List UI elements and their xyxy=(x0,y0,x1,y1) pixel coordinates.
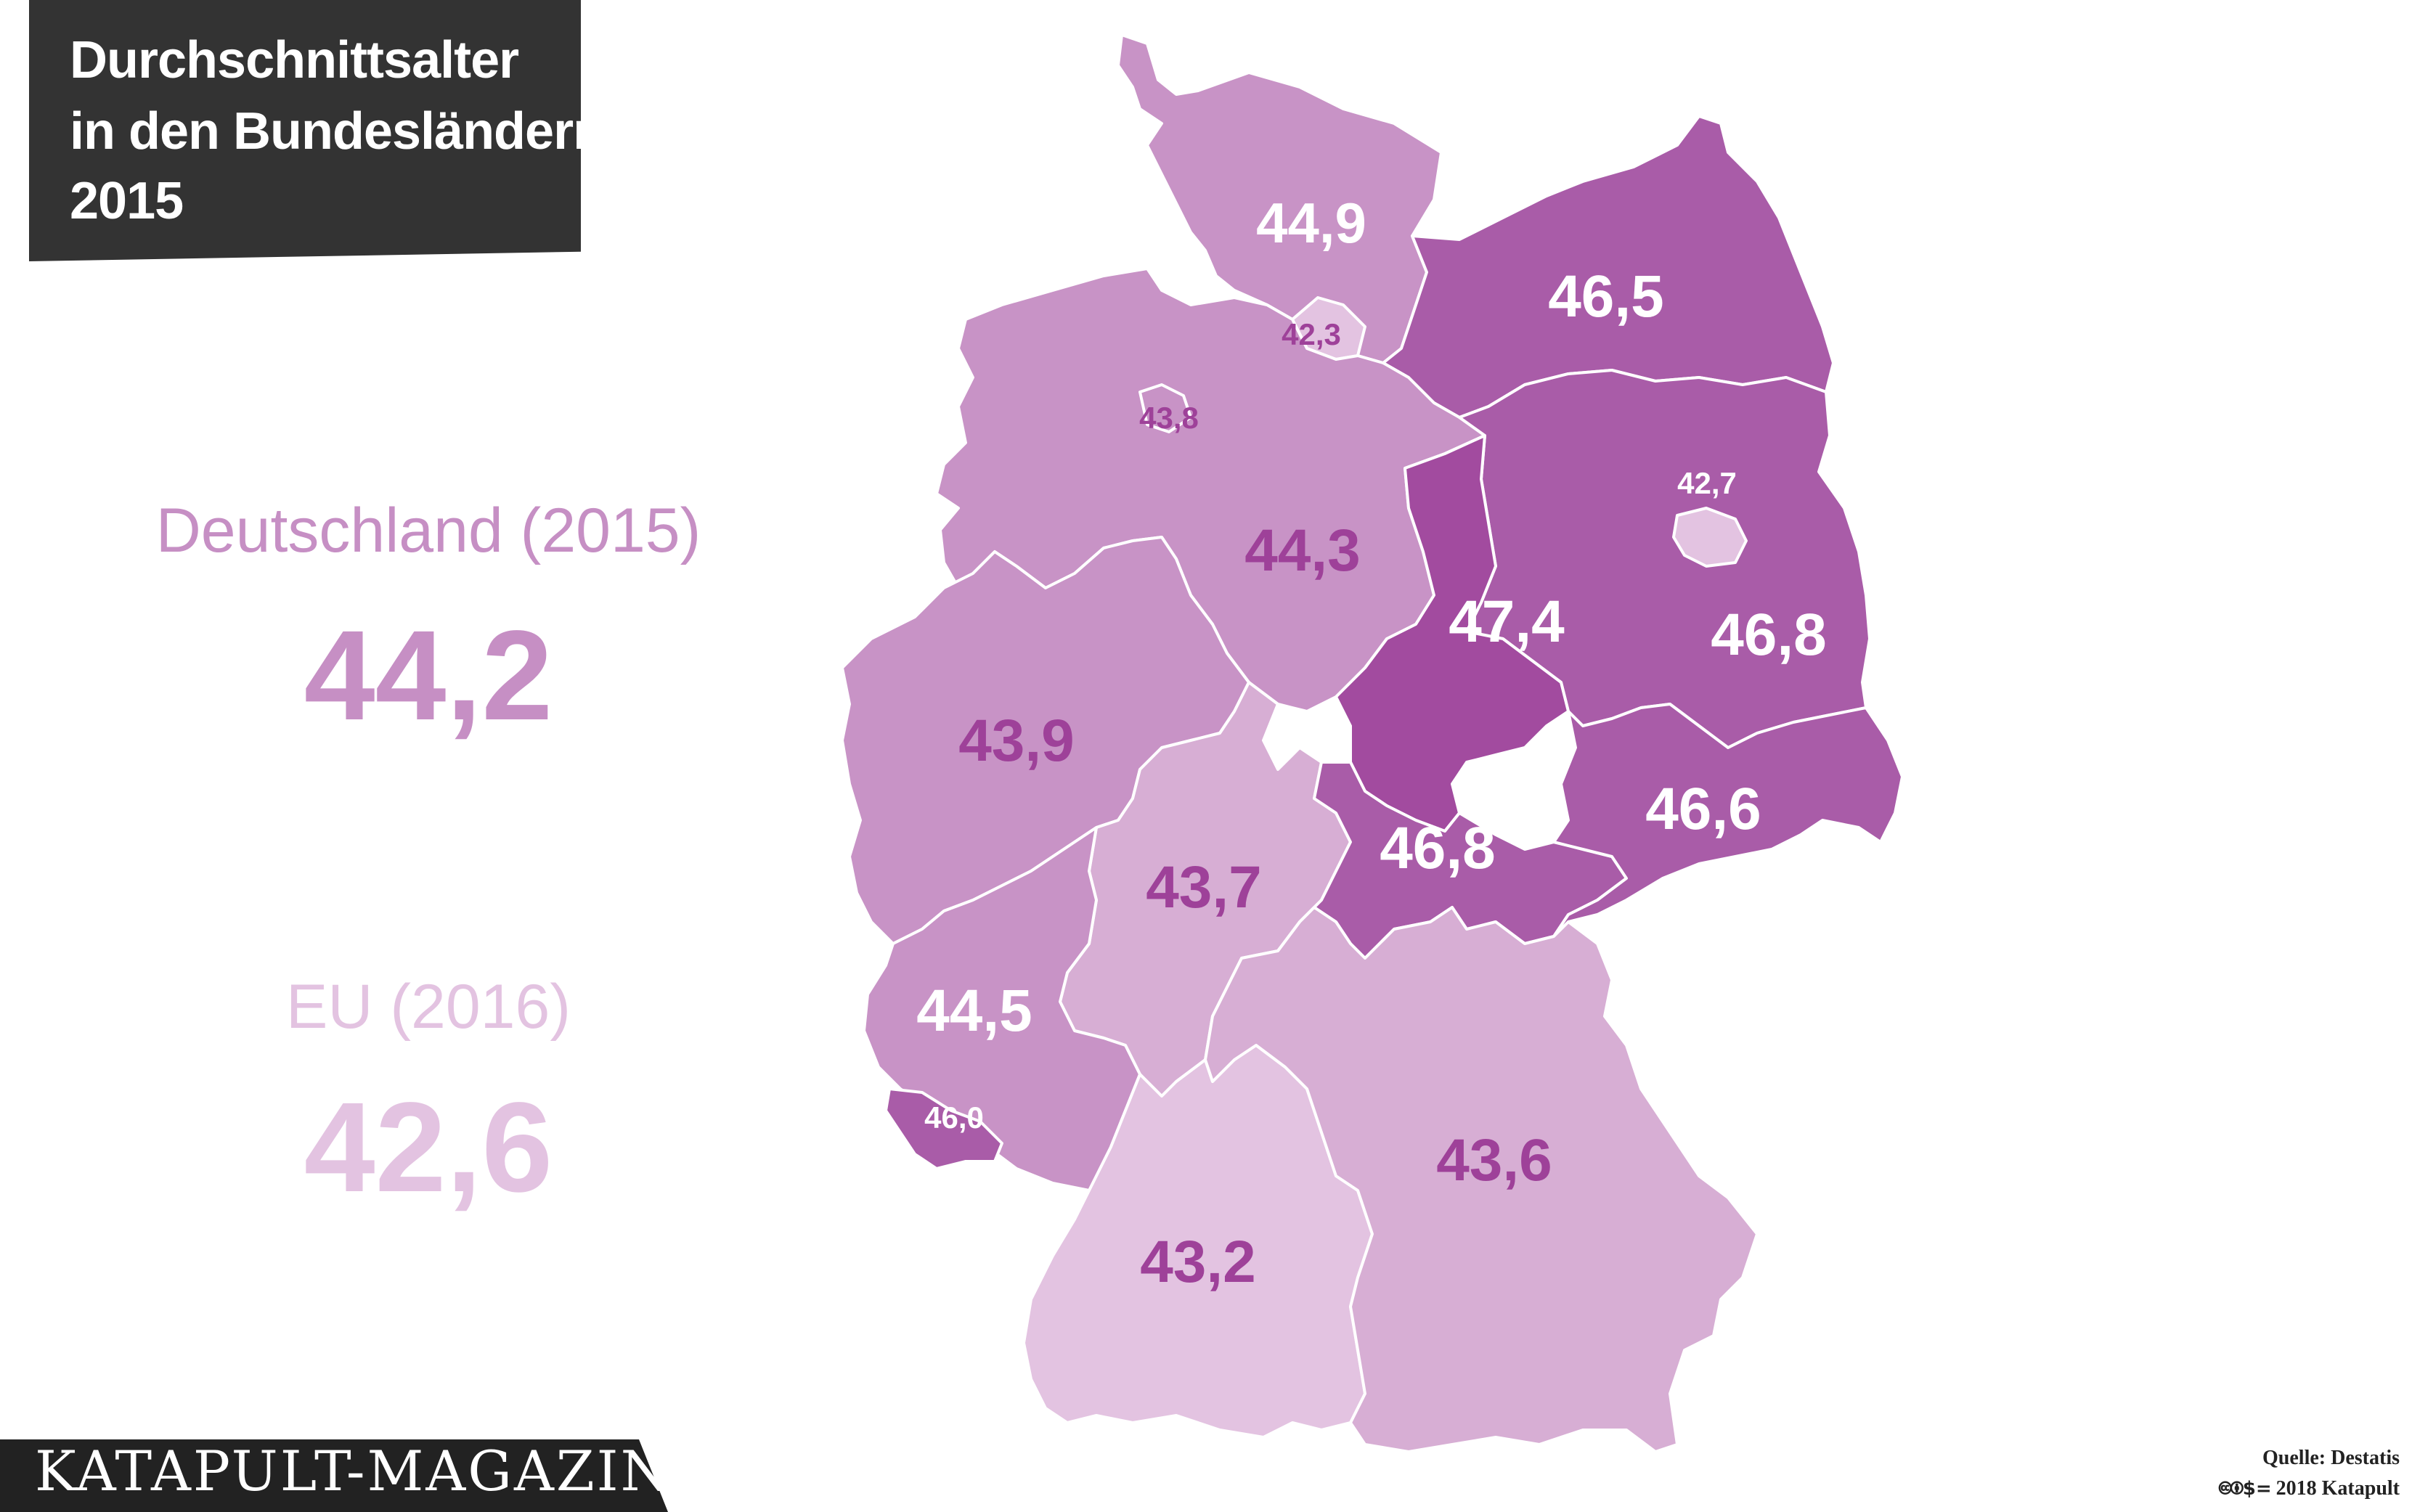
label-niedersachsen: 44,3 xyxy=(1244,518,1361,584)
label-nordrhein-westfalen: 43,9 xyxy=(958,708,1075,774)
state-bayern[interactable] xyxy=(1204,906,1759,1453)
eu-label: EU (2016) xyxy=(286,972,571,1042)
label-brandenburg: 46,8 xyxy=(1711,602,1827,668)
label-berlin: 42,7 xyxy=(1677,466,1737,500)
label-hessen: 43,7 xyxy=(1146,854,1262,920)
germany-value: 44,2 xyxy=(303,605,553,747)
eu-value: 42,6 xyxy=(303,1076,553,1219)
label-thueringen: 46,8 xyxy=(1380,815,1496,881)
title-line-3: 2015 xyxy=(70,172,184,230)
title-line-2: in den Bundesländern xyxy=(70,102,605,160)
label-saarland: 46,0 xyxy=(924,1100,984,1135)
label-mecklenburg-vorpommern: 46,5 xyxy=(1548,263,1664,330)
state-saarland[interactable] xyxy=(884,1087,1003,1170)
state-sachsen[interactable] xyxy=(1552,703,1904,938)
state-berlin[interactable] xyxy=(1672,507,1748,568)
state-sachsen-anhalt[interactable] xyxy=(1335,434,1570,833)
label-bremen: 43,8 xyxy=(1139,401,1199,435)
brand-bar xyxy=(0,1439,668,1512)
copyright-text: 2018 Katapult xyxy=(2276,1477,2400,1500)
brand-link[interactable]: KATAPULT-MAGAZIN.de xyxy=(35,1439,760,1503)
copyright: 🅭🅯$= 2018 Katapult xyxy=(2220,1477,2400,1500)
label-bayern: 43,6 xyxy=(1436,1127,1552,1193)
label-sachsen-anhalt: 47,4 xyxy=(1449,589,1565,655)
source-text: Quelle: Destatis xyxy=(2262,1447,2400,1469)
label-sachsen: 46,6 xyxy=(1645,776,1761,842)
label-rheinland-pfalz: 44,5 xyxy=(916,978,1032,1044)
label-baden-wuerttemberg: 43,2 xyxy=(1140,1229,1256,1295)
cc-license-icon: 🅭🅯$= xyxy=(2219,1478,2272,1500)
label-schleswig-holstein: 44,9 xyxy=(1256,191,1366,255)
label-hamburg: 42,3 xyxy=(1282,317,1341,351)
germany-label: Deutschland (2015) xyxy=(155,496,701,565)
title-line-1: Durchschnittsalter xyxy=(70,31,519,89)
state-bremen[interactable] xyxy=(1138,383,1192,433)
